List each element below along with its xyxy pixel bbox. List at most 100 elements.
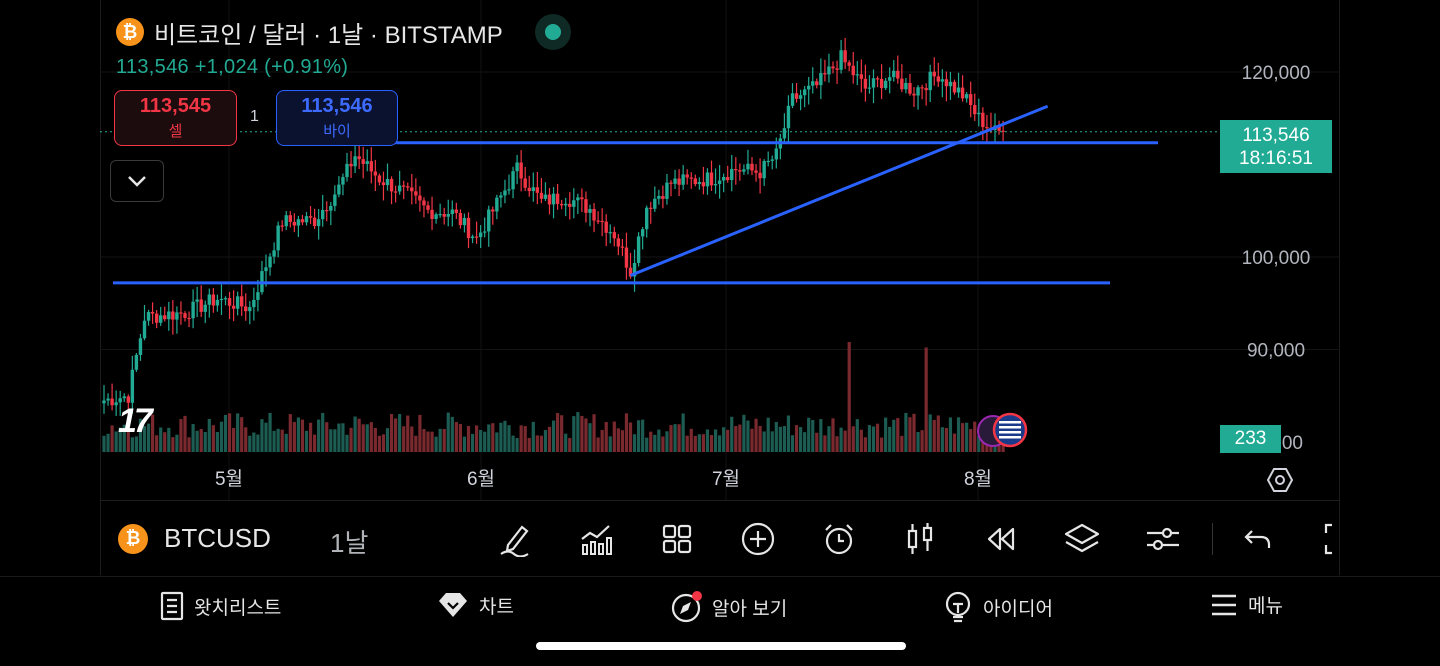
nav-watchlist[interactable]: 왓치리스트 [160, 591, 281, 621]
nav-menu[interactable]: 메뉴 [1210, 591, 1283, 618]
candle-body [495, 197, 499, 212]
layers-button[interactable] [1062, 519, 1102, 559]
volume-bar [385, 428, 390, 452]
candle-body [847, 62, 851, 66]
collapse-button[interactable] [110, 160, 164, 202]
candle-body [466, 217, 471, 239]
candle-body [580, 197, 584, 200]
volume-bar [519, 425, 523, 452]
buy-button[interactable]: 113,546 바이 [276, 90, 398, 146]
sell-button[interactable]: 113,545 셀 [114, 90, 237, 146]
candle-body [726, 177, 730, 181]
home-indicator[interactable] [536, 642, 906, 650]
candle-body [106, 398, 110, 401]
candle-body [863, 78, 868, 89]
volume-bar [256, 434, 260, 452]
draw-button[interactable] [496, 519, 536, 559]
volume-bar [843, 430, 847, 452]
volume-bar [936, 415, 940, 452]
chart-header: ₿ 비트코인 / 달러 · 1날 · BITSTAMP [116, 14, 571, 50]
volume-bar [871, 426, 876, 452]
replay-button[interactable] [981, 519, 1021, 559]
volume-bar [304, 430, 309, 452]
candle-body [110, 398, 114, 406]
candle-body [410, 187, 414, 192]
volume-bar [831, 418, 835, 452]
candle-body [819, 73, 823, 86]
candle-body [713, 184, 718, 186]
candle-body [353, 156, 357, 167]
volume-bar [718, 435, 722, 452]
volume-bar [430, 431, 434, 452]
volume-bar [705, 429, 710, 452]
candle-body [163, 315, 167, 320]
volume-bar [944, 428, 948, 452]
volume-bar [803, 432, 807, 452]
nav-watchlist-label: 왓치리스트 [194, 597, 282, 619]
volume-bar [260, 419, 264, 452]
timeframe-selector[interactable]: 1날 [330, 528, 369, 558]
nav-explore-label: 알아 보기 [712, 598, 788, 620]
explore-icon [671, 591, 702, 623]
undo-button[interactable] [1238, 519, 1278, 559]
candle-body [624, 247, 629, 268]
indicators-button[interactable] [576, 519, 616, 559]
candle-body [657, 195, 661, 199]
panel-edge-left [100, 0, 101, 575]
panel-edge-right [1339, 0, 1340, 575]
market-open-icon[interactable] [534, 14, 571, 50]
volume-bar [483, 431, 487, 452]
nav-explore[interactable]: 알아 보기 [670, 591, 787, 623]
candle-body [547, 194, 552, 205]
volume-bar [102, 435, 106, 452]
volume-bar [758, 425, 762, 452]
chart-type-button[interactable] [900, 519, 940, 559]
candle-body [389, 178, 394, 192]
candle-body [393, 191, 398, 193]
volume-bar [912, 413, 916, 452]
add-button[interactable] [738, 519, 778, 559]
volume-bar [572, 416, 576, 452]
candle-body [333, 194, 337, 206]
candle-body [276, 225, 280, 251]
spread-value: 1 [250, 108, 259, 125]
candle-body [397, 185, 402, 192]
candle-body [851, 65, 855, 76]
candle-body [730, 168, 734, 181]
volume-bar [527, 437, 531, 452]
layout-button[interactable] [657, 519, 697, 559]
chart-title[interactable]: 비트코인 / 달러 · 1날 · BITSTAMP [154, 21, 503, 49]
candle-body [916, 87, 920, 96]
volume-bar [880, 437, 884, 452]
fullscreen-button[interactable] [1312, 519, 1340, 559]
candle-body [304, 216, 309, 223]
volume-bar [122, 424, 126, 452]
candle-body [357, 156, 361, 160]
volume-bar [511, 435, 515, 452]
symbol-selector[interactable]: ₿ BTCUSD [118, 523, 271, 554]
volume-bar [495, 432, 499, 452]
candle-body [345, 163, 349, 178]
indicator-icon [581, 525, 612, 555]
bar-countdown: 18:16:51 [1239, 147, 1313, 169]
chart-settings-button[interactable] [1262, 462, 1298, 498]
candle-body [673, 178, 677, 184]
candle-body [369, 161, 373, 172]
candle-body [879, 78, 884, 89]
volume-bar [948, 417, 953, 452]
candle-body [604, 221, 608, 233]
nav-ideas[interactable]: 아이디어 [943, 591, 1053, 623]
volume-bar [381, 434, 386, 452]
candle-body [450, 209, 454, 215]
volume-tag: 233 [1220, 425, 1281, 453]
settings-sliders-button[interactable] [1143, 519, 1183, 559]
candle-body [130, 369, 135, 403]
alert-button[interactable] [819, 519, 859, 559]
candle-body [114, 402, 118, 406]
volume-bar [637, 420, 641, 452]
nav-chart[interactable]: 차트 [437, 591, 514, 619]
volume-bar [977, 435, 981, 452]
price-chart[interactable]: 120,000 100,000 90,000 00 5월 6월 7월 8월 [0, 0, 1440, 575]
volume-bar [827, 426, 831, 452]
volume-bar [313, 434, 317, 452]
